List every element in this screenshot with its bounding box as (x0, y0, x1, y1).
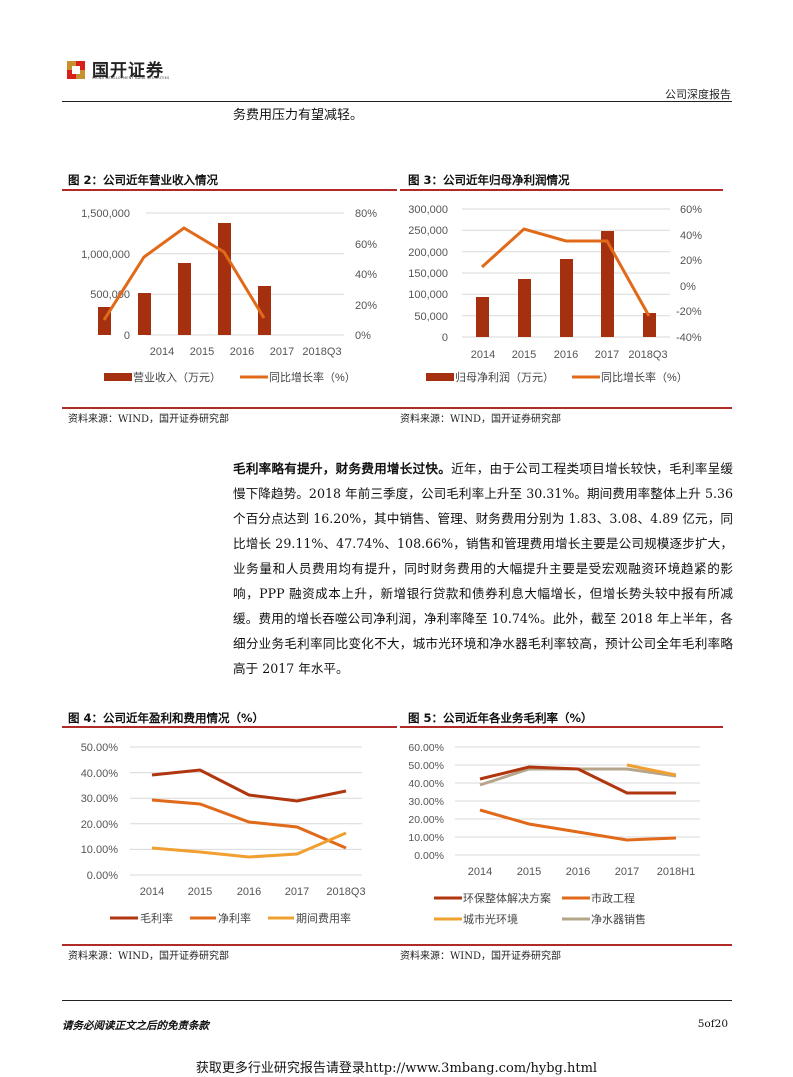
svg-text:40%: 40% (355, 269, 377, 281)
svg-text:250,000: 250,000 (408, 225, 448, 237)
fig5-title: 图 5：公司近年各业务毛利率（%） (408, 711, 593, 725)
svg-text:2018Q3: 2018Q3 (326, 886, 365, 898)
brand-logo-icon (67, 61, 85, 79)
footer-disclaimer: 请务必阅读正文之后的免责条款 (62, 1020, 209, 1032)
fig3-source: 资料来源：WIND，国开证券研究部 (400, 414, 561, 425)
svg-text:2018Q3: 2018Q3 (302, 346, 341, 358)
svg-text:300,000: 300,000 (408, 204, 448, 216)
paragraph-lead: 毛利率略有提升，财务费用增长过快。 (233, 461, 452, 476)
svg-text:30.00%: 30.00% (408, 796, 444, 808)
svg-text:150,000: 150,000 (408, 268, 448, 280)
svg-text:0: 0 (442, 332, 448, 344)
svg-text:2014: 2014 (468, 866, 492, 878)
brand-name: 国开证券 (92, 61, 164, 81)
svg-text:2016: 2016 (566, 866, 590, 878)
svg-text:80%: 80% (355, 208, 377, 220)
svg-text:40.00%: 40.00% (408, 778, 444, 790)
svg-text:同比增长率（%）: 同比增长率（%） (601, 370, 688, 384)
svg-text:2015: 2015 (512, 349, 536, 361)
paragraph-body: 近年，由于公司工程类项目增长较快，毛利率呈缓慢下降趋势。2018 年前三季度，公… (233, 461, 734, 676)
fig45-bottom-rule (62, 944, 732, 946)
fig5-title-rule (400, 726, 723, 728)
svg-text:2017: 2017 (285, 886, 309, 898)
svg-text:10.00%: 10.00% (408, 832, 444, 844)
svg-text:归母净利润（万元）: 归母净利润（万元） (455, 370, 554, 384)
svg-text:-40%: -40% (676, 332, 702, 344)
svg-text:20%: 20% (680, 255, 702, 267)
svg-text:2018Q3: 2018Q3 (628, 349, 667, 361)
fig2-chart: 1,500,000 1,000,000 500,000 0 80% 60% 40… (81, 208, 377, 384)
svg-text:营业收入（万元）: 营业收入（万元） (133, 370, 221, 384)
svg-text:2015: 2015 (188, 886, 212, 898)
fig3-title: 图 3：公司近年归母净利润情况 (408, 173, 570, 187)
svg-text:50.00%: 50.00% (408, 760, 444, 772)
fig4-source: 资料来源：WIND，国开证券研究部 (68, 951, 229, 962)
svg-text:期间费用率: 期间费用率 (296, 911, 351, 925)
svg-text:市政工程: 市政工程 (591, 891, 635, 905)
svg-text:2014: 2014 (471, 349, 495, 361)
svg-text:20.00%: 20.00% (408, 814, 444, 826)
fig4-chart: 50.00% 40.00% 30.00% 20.00% 10.00% 0.00%… (81, 742, 366, 925)
brand-subtitle: CHINA DEVELOPMENT BANK SECURITIES (92, 76, 170, 80)
svg-text:0: 0 (124, 330, 130, 342)
body-paragraph: 毛利率略有提升，财务费用增长过快。近年，由于公司工程类项目增长较快，毛利率呈缓慢… (233, 456, 733, 681)
svg-text:2015: 2015 (517, 866, 541, 878)
svg-text:环保整体解决方案: 环保整体解决方案 (463, 891, 551, 905)
fig4-title-rule (62, 726, 397, 728)
svg-text:2014: 2014 (140, 886, 164, 898)
svg-text:2014: 2014 (150, 346, 174, 358)
svg-text:20.00%: 20.00% (81, 819, 119, 831)
svg-text:0%: 0% (680, 281, 696, 293)
svg-text:净利率: 净利率 (218, 911, 251, 925)
svg-text:2017: 2017 (595, 349, 619, 361)
svg-text:2015: 2015 (190, 346, 214, 358)
svg-text:1,000,000: 1,000,000 (81, 249, 130, 261)
header-divider (62, 101, 732, 102)
footer-divider (62, 1000, 732, 1001)
page-number: 5of20 (697, 1018, 728, 1030)
svg-text:60%: 60% (355, 239, 377, 251)
report-type-label: 公司深度报告 (665, 88, 731, 101)
footer-link[interactable]: 获取更多行业研究报告请登录http://www.3mbang.com/hybg.… (195, 1061, 598, 1076)
svg-text:毛利率: 毛利率 (140, 911, 173, 925)
svg-text:20%: 20% (355, 300, 377, 312)
svg-text:2017: 2017 (615, 866, 639, 878)
svg-text:城市光环境: 城市光环境 (463, 912, 518, 926)
svg-text:-20%: -20% (676, 306, 702, 318)
fig3-chart: 300,000 250,000 200,000 150,000 100,000 … (408, 204, 702, 384)
svg-text:1,500,000: 1,500,000 (81, 208, 130, 220)
fig2-title: 图 2：公司近年营业收入情况 (68, 173, 219, 187)
fig3-title-rule (400, 189, 723, 191)
fig2-source: 资料来源：WIND，国开证券研究部 (68, 414, 229, 425)
svg-text:100,000: 100,000 (408, 289, 448, 301)
svg-text:60.00%: 60.00% (408, 742, 444, 754)
svg-text:60%: 60% (680, 204, 702, 216)
intro-text: 务费用压力有望减轻。 (233, 108, 364, 123)
svg-text:50,000: 50,000 (414, 311, 448, 323)
svg-text:40.00%: 40.00% (81, 768, 119, 780)
fig2-title-rule (62, 189, 397, 191)
svg-text:30.00%: 30.00% (81, 793, 119, 805)
svg-text:10.00%: 10.00% (81, 844, 119, 856)
svg-text:0.00%: 0.00% (87, 870, 118, 882)
svg-text:2016: 2016 (230, 346, 254, 358)
svg-text:同比增长率（%）: 同比增长率（%） (269, 370, 356, 384)
svg-text:0%: 0% (355, 330, 371, 342)
svg-text:2016: 2016 (554, 349, 578, 361)
svg-text:2017: 2017 (270, 346, 294, 358)
svg-text:40%: 40% (680, 230, 702, 242)
fig5-source: 资料来源：WIND，国开证券研究部 (400, 951, 561, 962)
svg-text:净水器销售: 净水器销售 (591, 912, 646, 926)
fig5-chart: 60.00% 50.00% 40.00% 30.00% 20.00% 10.00… (408, 742, 700, 926)
svg-text:2016: 2016 (237, 886, 261, 898)
svg-text:200,000: 200,000 (408, 247, 448, 259)
svg-text:2018H1: 2018H1 (657, 866, 696, 878)
svg-text:50.00%: 50.00% (81, 742, 119, 754)
svg-text:0.00%: 0.00% (414, 850, 444, 862)
fig23-bottom-rule (62, 407, 732, 409)
fig4-title: 图 4：公司近年盈利和费用情况（%） (68, 711, 265, 725)
